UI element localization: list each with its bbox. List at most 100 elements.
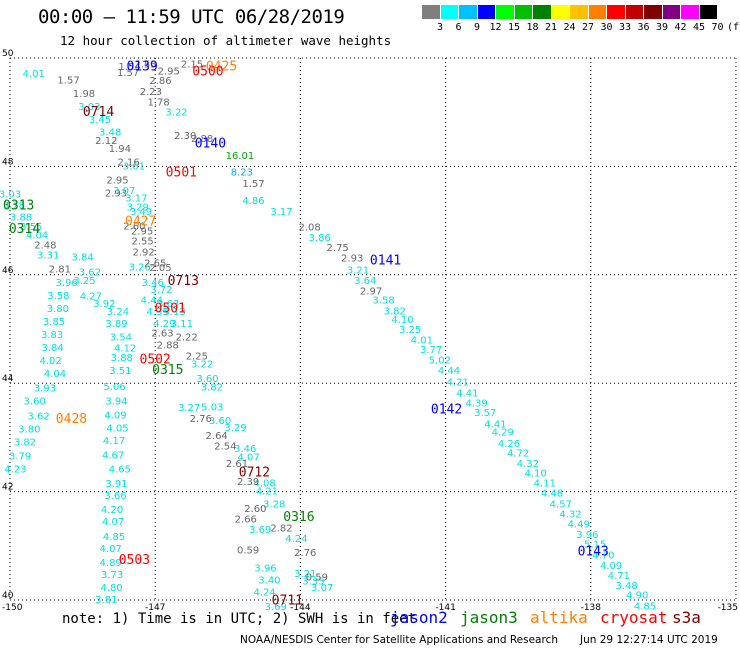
chart-subtitle: 12 hour collection of altimeter wave hei… xyxy=(60,33,392,48)
wave-height-point: 3.24 xyxy=(107,307,129,318)
wave-height-point: 5.03 xyxy=(201,403,223,414)
color-swatch xyxy=(440,5,458,19)
wave-height-point: 3.83 xyxy=(41,330,63,341)
pass-label: 0141 xyxy=(370,254,401,269)
color-swatch xyxy=(625,5,643,19)
wave-height-point: 2.15 xyxy=(181,59,203,70)
wave-height-point: 4.10 xyxy=(391,315,413,326)
wave-height-point: 3.96 xyxy=(254,563,276,574)
wave-height-point: 3.69 xyxy=(265,602,287,613)
wave-height-point: 3.96 xyxy=(576,530,598,541)
wave-height-point: 3.22 xyxy=(165,108,187,119)
color-scale-label: 12 xyxy=(489,22,502,33)
wave-height-point: 2.93 xyxy=(105,188,127,199)
wave-height-point: 3.92 xyxy=(93,299,115,310)
wave-height-point: 3.46 xyxy=(234,444,256,455)
wave-height-point: 3.48 xyxy=(615,581,637,592)
wave-height-point: 4.11 xyxy=(534,478,556,489)
wave-height-point: 1.98 xyxy=(73,89,95,100)
wave-height-point: 2.25 xyxy=(186,352,208,363)
wave-height-point: 4.41 xyxy=(456,388,478,399)
wave-height-point: 3.48 xyxy=(99,128,121,139)
color-swatch xyxy=(607,5,625,19)
wave-height-point: 3.54 xyxy=(110,333,132,344)
wave-height-point: 4.04 xyxy=(26,231,48,242)
color-swatch xyxy=(699,5,717,19)
wave-height-point: 3.07 xyxy=(311,583,333,594)
x-tick-label: -147 xyxy=(145,603,165,613)
pass-label: 0142 xyxy=(431,403,462,418)
wave-height-point: 4.04 xyxy=(44,369,66,380)
wave-height-point: 4.86 xyxy=(242,196,264,207)
pass-label: 0502 xyxy=(140,352,171,367)
wave-height-point: 3.60 xyxy=(196,374,218,385)
color-scale-label: 27 xyxy=(581,22,595,33)
pass-label: 0428 xyxy=(56,412,87,427)
color-swatch xyxy=(496,5,514,19)
wave-height-point: 2.48 xyxy=(34,240,56,251)
color-swatch xyxy=(514,5,532,19)
wave-height-point: 3.82 xyxy=(14,438,36,449)
wave-height-point: 4.29 xyxy=(492,427,514,438)
wave-height-point: 2.95 xyxy=(131,226,153,237)
wave-height-point: 4.85 xyxy=(634,601,656,612)
color-swatch xyxy=(422,5,440,19)
y-tick-label: 48 xyxy=(2,157,14,167)
color-scale-label: 70 xyxy=(711,22,724,33)
color-scale-label: 6 xyxy=(455,22,462,33)
color-swatch xyxy=(644,5,662,19)
color-scale-label: 33 xyxy=(618,22,632,33)
wave-height-point: 1.57 xyxy=(117,68,139,79)
wave-height-point: 2.64 xyxy=(206,431,228,442)
wave-height-point: 2.22 xyxy=(176,333,198,344)
wave-height-point: 4.44 xyxy=(141,296,163,307)
grid-lines xyxy=(9,57,737,601)
wave-height-point: 2.76 xyxy=(190,414,212,425)
color-swatch xyxy=(551,5,569,19)
color-swatch xyxy=(570,5,588,19)
wave-height-point: 2.81 xyxy=(49,264,71,275)
pass-label: 0313 xyxy=(3,198,34,213)
color-scale-label: 36 xyxy=(637,22,650,33)
generated-timestamp: Jun 29 12:27:14 UTC 2019 xyxy=(580,634,718,646)
legend-item-jason3: jason3 xyxy=(460,608,518,627)
wave-height-point: 3.29 xyxy=(127,203,149,214)
wave-height-point: 4.44 xyxy=(438,366,460,377)
wave-height-point: 3.25 xyxy=(73,276,95,287)
wave-height-point: 3.82 xyxy=(201,382,223,393)
wave-height-point: 2.30 xyxy=(174,131,196,142)
wave-height-values: 2.531.541.571.571.983.033.453.482.121.94… xyxy=(0,59,656,613)
wave-height-point: 3.29 xyxy=(224,423,246,434)
wave-height-point: 8.23 xyxy=(231,167,253,178)
wave-height-point: 4.07 xyxy=(102,517,124,528)
wave-height-point: 3.26 xyxy=(129,263,151,274)
wave-height-point: 4.24 xyxy=(253,587,275,598)
wave-height-point: 4.72 xyxy=(507,449,529,460)
wave-height-point: 4.49 xyxy=(568,520,590,531)
legend-item-cryosat: cryosat xyxy=(600,608,668,627)
y-tick-label: 40 xyxy=(2,591,14,601)
wave-height-point: 4.05 xyxy=(106,424,128,435)
wave-height-point: 4.01 xyxy=(23,69,45,80)
wave-height-point: 3.27 xyxy=(178,403,200,414)
wave-height-point: 2.95 xyxy=(106,175,128,186)
wave-height-point: 4.39 xyxy=(465,399,487,410)
wave-height-point: 4.32 xyxy=(559,509,581,520)
wave-height-point: 3.11 xyxy=(171,319,193,330)
wave-height-point: 5.15 xyxy=(584,540,606,551)
wave-height-point: 4.85 xyxy=(103,532,125,543)
wave-height-point: 3.25 xyxy=(399,325,421,336)
wave-height-point: 3.21 xyxy=(347,265,369,276)
wave-height-point: 2.88 xyxy=(157,341,179,352)
wave-height-point: 4.65 xyxy=(109,464,131,475)
wave-height-point: 3.72 xyxy=(150,285,172,296)
wave-height-point: 3.88 xyxy=(111,353,133,364)
pass-label: 0315 xyxy=(152,363,183,378)
wave-height-point: 3.57 xyxy=(474,408,496,419)
footer-note: note: 1) Time is in UTC; 2) SWH is in fe… xyxy=(62,611,417,627)
wave-height-point: 4.08 xyxy=(253,478,275,489)
wave-height-point: 3.88 xyxy=(10,212,32,223)
wave-height-point: 4.26 xyxy=(498,439,520,450)
wave-height-point: 2.92 xyxy=(132,247,154,258)
